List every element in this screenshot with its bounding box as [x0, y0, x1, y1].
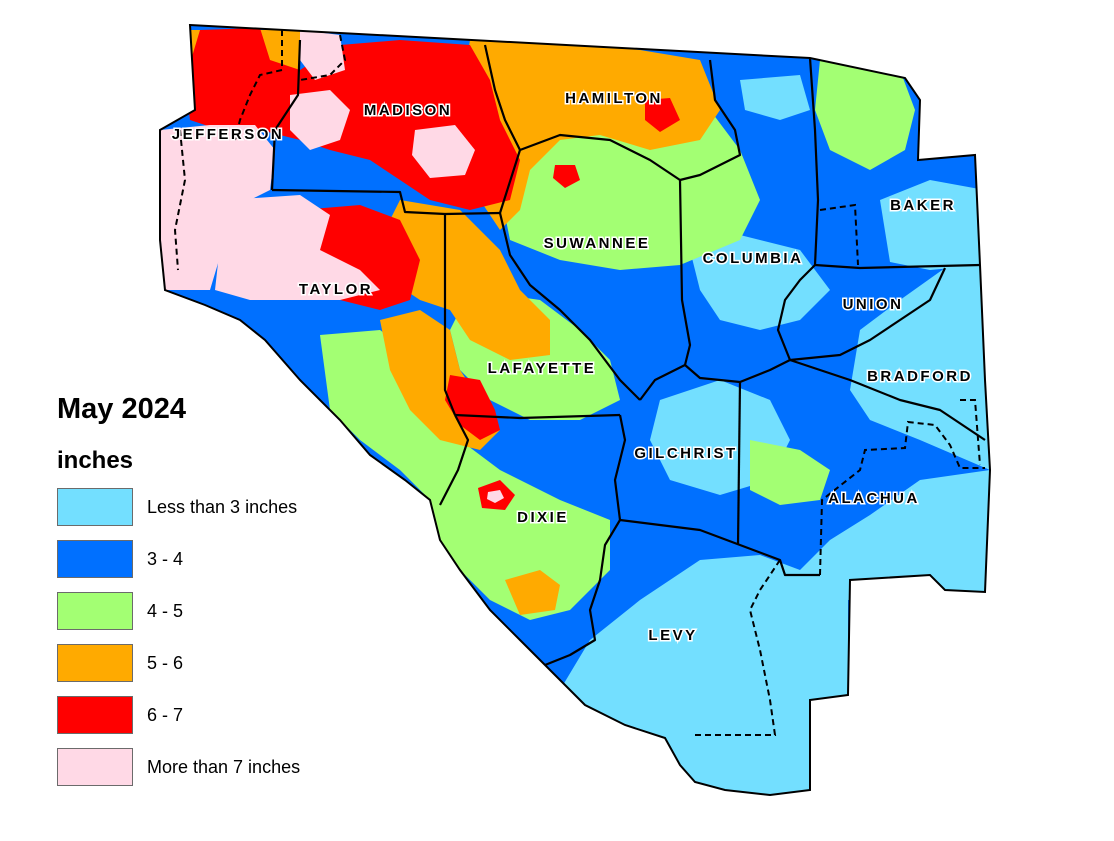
county-label-gilchrist: GILCHRIST — [634, 445, 737, 462]
zone-5-6-central — [380, 200, 550, 360]
zone-more-7-madison-east — [412, 125, 475, 178]
county-label-suwannee: SUWANNEE — [544, 235, 651, 252]
boundary-hamilton-suwannee — [519, 133, 681, 181]
boundary-taylor-lafayette — [443, 214, 457, 416]
legend-swatch — [57, 696, 133, 734]
zone-4-5-baker — [815, 60, 915, 170]
county-label-columbia: COLUMBIA — [703, 250, 804, 267]
county-label-dixie: DIXIE — [517, 509, 569, 526]
zone-6-7-hamilton — [645, 98, 680, 132]
zone-more-7-north — [300, 30, 345, 80]
legend-title: May 2024 — [57, 393, 186, 425]
boundary-madison-taylor — [271, 188, 501, 216]
zone-more-7-jefferson — [160, 125, 275, 290]
dashed-madison — [299, 34, 347, 81]
dashed-levy — [695, 559, 781, 736]
county-label-union: UNION — [843, 296, 904, 313]
boundary-suwannee-lafayette — [498, 212, 641, 401]
zone-4-5-east — [750, 440, 830, 505]
county-label-jefferson: JEFFERSON — [172, 126, 285, 143]
zone-less-3-baker — [880, 180, 985, 270]
region-outline — [159, 23, 992, 797]
boundary-gilchrist-levy — [619, 518, 820, 577]
dashed-jefferson-madison — [234, 30, 283, 141]
county-label-madison: MADISON — [364, 102, 452, 119]
zone-less-3-north — [740, 75, 810, 120]
dashed-boundaries — [173, 30, 985, 736]
zone-more-7-madison — [290, 90, 350, 150]
county-label-taylor: TAYLOR — [299, 281, 373, 298]
boundary-madison-hamilton — [483, 44, 521, 151]
legend-swatch — [57, 540, 133, 578]
legend-swatch — [57, 748, 133, 786]
boundary-lafayette-dixie — [454, 413, 621, 420]
zone-5-6-dixie — [505, 570, 560, 615]
legend-label: More than 7 inches — [147, 756, 301, 777]
boundary-columbia-baker — [808, 57, 820, 266]
zone-more-7-taylor — [215, 195, 380, 300]
boundary-jefferson-madison — [270, 39, 302, 191]
boundary-dixie-levy — [544, 519, 621, 667]
dashed-baker — [819, 203, 859, 266]
boundary-hamilton-columbia — [679, 59, 742, 182]
legend-swatch — [57, 644, 133, 682]
zone-more-7-dixie-spot — [487, 490, 504, 503]
zone-less-3-east — [850, 262, 990, 470]
zone-less-3-columbia — [690, 235, 830, 330]
county-label-hamilton: HAMILTON — [565, 90, 663, 107]
legend-item-3-4: 3 - 4 — [57, 540, 183, 578]
boundary-columbia-union — [776, 264, 816, 361]
county-labels: JEFFERSON MADISON HAMILTON TAYLOR SUWANN… — [170, 89, 973, 646]
boundary-taylor-dixie — [439, 414, 470, 506]
zone-4-5-southwest — [320, 330, 610, 620]
legend-label: 4 - 5 — [147, 600, 184, 621]
zone-less-3-south — [540, 470, 990, 795]
boundary-union-baker — [814, 263, 981, 270]
boundary-union-bradford — [789, 267, 946, 362]
county-label-baker: BAKER — [890, 197, 956, 214]
legend-item-4-5: 4 - 5 — [57, 592, 183, 630]
county-label-levy: LEVY — [648, 627, 697, 644]
zone-6-7-lafayette — [445, 375, 500, 440]
county-label-bradford: BRADFORD — [867, 368, 973, 385]
legend-label: 3 - 4 — [147, 548, 184, 569]
dashed-alachua — [819, 420, 985, 576]
legend-label: 6 - 7 — [147, 704, 184, 725]
boundary-madison-suwannee — [498, 149, 522, 214]
dashed-bradford — [960, 399, 981, 466]
legend-units: inches — [57, 447, 134, 474]
county-label-alachua: ALACHUA — [828, 490, 920, 507]
legend-item-6-7: 6 - 7 — [57, 696, 183, 734]
county-boundaries — [270, 39, 986, 667]
legend-label: 5 - 6 — [147, 652, 184, 673]
boundary-suwannee-columbia — [678, 179, 692, 366]
legend-item-5-6: 5 - 6 — [57, 644, 183, 682]
boundary-gilchrist-alachua — [736, 381, 742, 546]
boundary-union-alachua — [789, 358, 986, 441]
county-label-lafayette: LAFAYETTE — [488, 360, 597, 377]
dashed-jefferson — [173, 129, 187, 271]
zone-6-7-suwannee — [553, 165, 580, 188]
legend-item-less-than-3: Less than 3 inches — [57, 488, 297, 526]
legend-swatch — [57, 592, 133, 630]
zone-5-6-north — [460, 40, 720, 230]
boundary-lafayette-gilchrist — [639, 364, 686, 401]
legend-item-more-than-7: More than 7 inches — [57, 748, 300, 786]
boundary-dixie-gilchrist — [613, 414, 627, 521]
legend-swatch — [57, 488, 133, 526]
legend-label: Less than 3 inches — [147, 496, 298, 517]
